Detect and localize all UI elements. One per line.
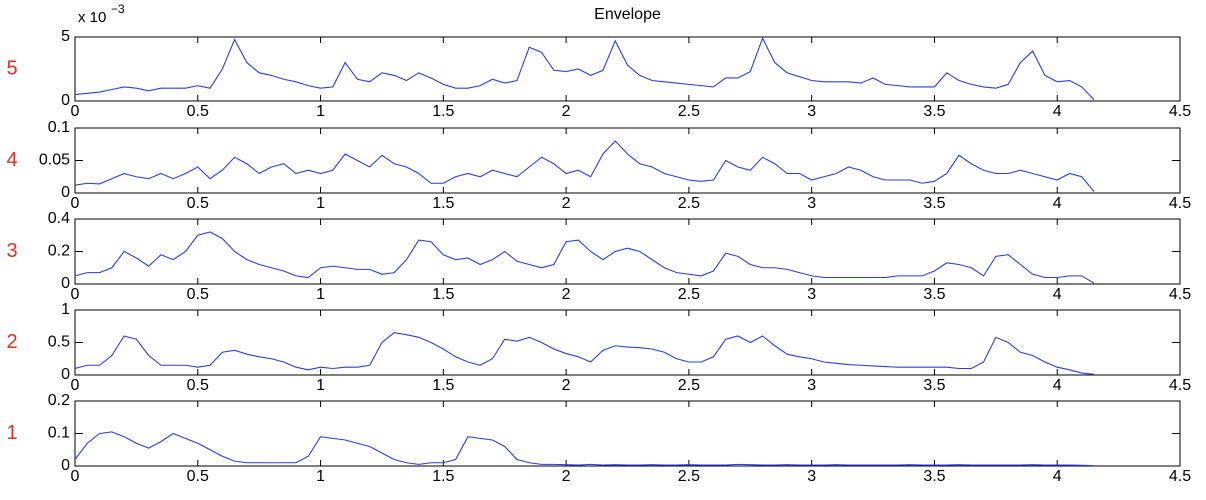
y-tick-label: 5 <box>61 28 70 45</box>
x-tick-label: 2.5 <box>678 103 700 120</box>
envelope-line <box>74 431 1095 467</box>
axes-box <box>74 127 1181 194</box>
y-tick-label: 0.2 <box>48 243 70 260</box>
panel-label: 1 <box>6 422 17 444</box>
y-tick-label: 0.1 <box>48 119 70 136</box>
y-tick-label: 1 <box>61 301 70 318</box>
x-tick-label: 4.5 <box>1169 103 1191 120</box>
x-tick-label: 2.5 <box>678 468 700 485</box>
x-tick-label: 4 <box>1053 286 1062 303</box>
x-tick-label: 3 <box>807 195 816 212</box>
x-tick-label: 3.5 <box>923 377 945 394</box>
x-tick-label: 2 <box>562 103 571 120</box>
x-tick-label: 0.5 <box>187 468 209 485</box>
x-tick-label: 0.5 <box>187 377 209 394</box>
x-tick-label: 3.5 <box>923 195 945 212</box>
y-multiplier-exponent: −3 <box>111 2 125 16</box>
x-tick-label: 0 <box>71 468 80 485</box>
chart-title: Envelope <box>594 6 661 23</box>
x-tick-label: 0 <box>71 377 80 394</box>
x-tick-label: 1.5 <box>432 468 454 485</box>
y-tick-label: 0 <box>61 184 70 201</box>
axes-box <box>74 400 1181 467</box>
envelope-line <box>74 140 1095 193</box>
x-tick-label: 4.5 <box>1169 377 1191 394</box>
x-tick-label: 2.5 <box>678 286 700 303</box>
x-tick-label: 1 <box>316 103 325 120</box>
y-tick-label: 0.2 <box>48 392 70 409</box>
x-tick-label: 4 <box>1053 377 1062 394</box>
y-tick-label: 0 <box>61 92 70 109</box>
x-tick-label: 4 <box>1053 468 1062 485</box>
x-tick-label: 3.5 <box>923 468 945 485</box>
envelope-line <box>74 231 1095 284</box>
panel-label: 4 <box>6 149 17 171</box>
x-tick-label: 1.5 <box>432 377 454 394</box>
panel-label: 2 <box>6 331 17 353</box>
x-tick-label: 2 <box>562 377 571 394</box>
x-tick-label: 2 <box>562 286 571 303</box>
x-tick-label: 3 <box>807 377 816 394</box>
x-tick-label: 4.5 <box>1169 195 1191 212</box>
panel-label: 3 <box>6 240 17 262</box>
x-tick-label: 1.5 <box>432 103 454 120</box>
x-tick-label: 4.5 <box>1169 286 1191 303</box>
y-tick-label: 0.1 <box>48 425 70 442</box>
y-tick-label: 0 <box>61 457 70 474</box>
x-tick-label: 0 <box>71 195 80 212</box>
x-tick-label: 1 <box>316 468 325 485</box>
x-tick-label: 3 <box>807 468 816 485</box>
x-tick-label: 4.5 <box>1169 468 1191 485</box>
x-tick-label: 2.5 <box>678 377 700 394</box>
x-tick-label: 1 <box>316 195 325 212</box>
x-tick-label: 2 <box>562 195 571 212</box>
y-tick-label: 0.4 <box>48 210 70 227</box>
x-tick-label: 0 <box>71 286 80 303</box>
x-tick-label: 0.5 <box>187 195 209 212</box>
x-tick-label: 0.5 <box>187 103 209 120</box>
y-tick-label: 0.5 <box>48 334 70 351</box>
axes-box <box>74 309 1181 376</box>
y-multiplier: x 10 <box>78 9 106 26</box>
x-tick-label: 1.5 <box>432 286 454 303</box>
x-tick-label: 3.5 <box>923 103 945 120</box>
x-tick-label: 0.5 <box>187 286 209 303</box>
x-tick-label: 3 <box>807 103 816 120</box>
y-tick-label: 0.05 <box>39 152 70 169</box>
x-tick-label: 3 <box>807 286 816 303</box>
x-tick-label: 2.5 <box>678 195 700 212</box>
axes-box <box>74 36 1181 102</box>
x-tick-label: 1.5 <box>432 195 454 212</box>
x-tick-label: 2 <box>562 468 571 485</box>
envelope-line <box>74 36 1095 101</box>
x-tick-label: 0 <box>71 103 80 120</box>
y-tick-label: 0 <box>61 366 70 383</box>
envelope-line <box>74 332 1095 375</box>
x-tick-label: 4 <box>1053 103 1062 120</box>
x-tick-label: 4 <box>1053 195 1062 212</box>
panel-label: 5 <box>6 57 17 79</box>
y-tick-label: 0 <box>61 275 70 292</box>
x-tick-label: 1 <box>316 377 325 394</box>
x-tick-label: 1 <box>316 286 325 303</box>
axes-box <box>74 218 1181 285</box>
x-tick-label: 3.5 <box>923 286 945 303</box>
